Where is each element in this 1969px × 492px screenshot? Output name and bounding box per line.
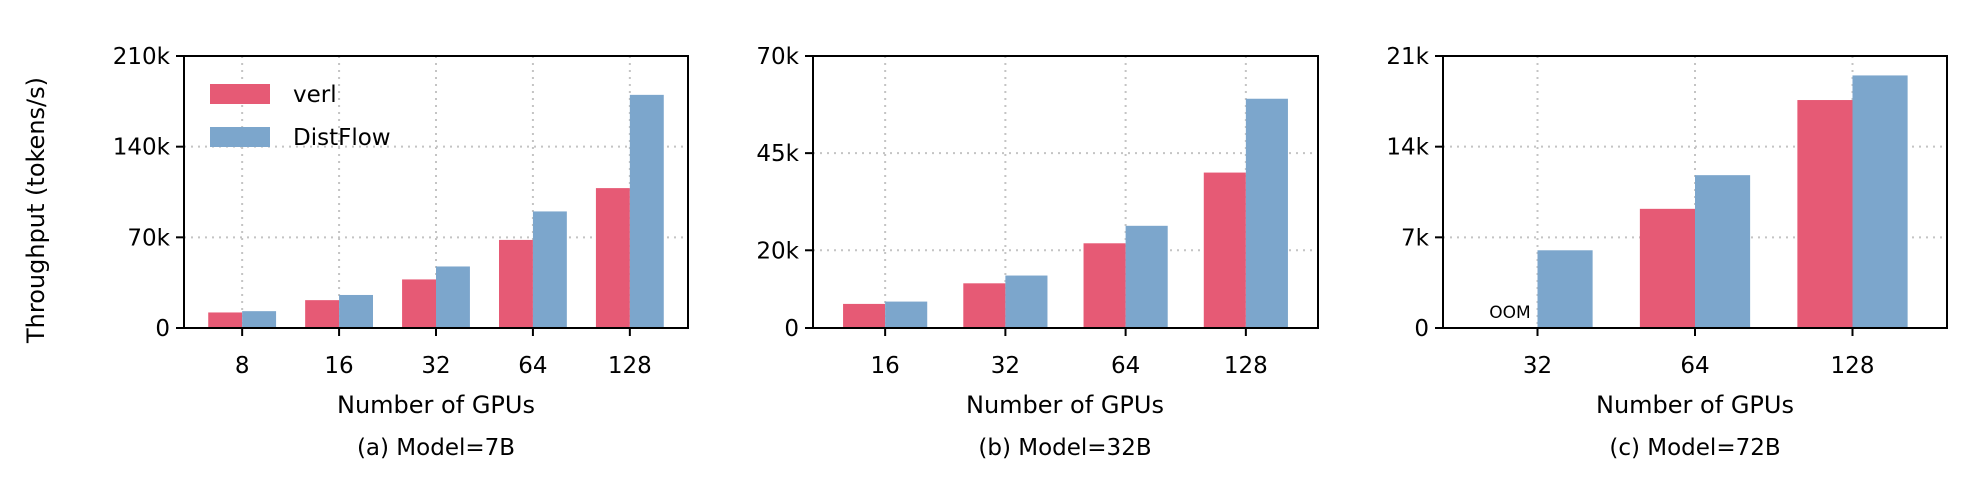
panel-72b-bar-verl-64 [1639, 208, 1695, 328]
panel-72b-ytick-label-3: 21k [1386, 44, 1429, 70]
panel-7b-bar-distflow-16 [339, 294, 373, 328]
panel-32b-ytick-label-0: 0 [784, 316, 799, 342]
legend-swatch-verl [210, 84, 270, 104]
panel-7b-bar-verl-128 [595, 188, 630, 328]
panel-7b-bar-verl-64 [499, 239, 533, 328]
panel-32b-bar-verl-32 [963, 283, 1006, 328]
panel-7b-ytick-label-0: 0 [155, 316, 170, 342]
panel-32b-bar-distflow-64 [1125, 225, 1168, 328]
panel-32b-bar-verl-16 [843, 303, 886, 328]
panel-72b-caption: (c) Model=72B [1609, 435, 1780, 461]
panel-72b-ytick-label-1: 7k [1401, 225, 1430, 251]
panel-32b-xtick-label-16: 16 [871, 353, 900, 379]
panel-7b-xtick-label-16: 16 [324, 353, 353, 379]
legend-label-distflow: DistFlow [293, 125, 391, 151]
panel-7b-ytick-label-3: 210k [113, 44, 171, 70]
panel-7b-bar-distflow-32 [436, 266, 470, 328]
panel-72b-xtick-label-128: 128 [1831, 353, 1875, 379]
panel-7b-xtick-label-8: 8 [235, 353, 250, 379]
panel-72b-xlabel: Number of GPUs [1596, 391, 1794, 419]
panel-7b-bar-verl-8 [208, 312, 243, 328]
panel-72b-ytick-label-2: 14k [1386, 135, 1429, 161]
panel-7b: Number of GPUs (a) Model=7B 0 70k 140k 210k… [113, 44, 689, 461]
panel-32b-bar-distflow-128 [1245, 98, 1288, 328]
panel-72b-bar-distflow-128 [1852, 75, 1908, 328]
panel-7b-bar-distflow-64 [532, 211, 567, 328]
panel-32b-bar-verl-128 [1203, 172, 1246, 328]
panel-7b-xtick-label-32: 32 [421, 353, 450, 379]
panel-72b-bar-distflow-32 [1537, 250, 1593, 328]
panel-32b: Number of GPUs (b) Model=32B 0 20k 45k 70k 1… [756, 44, 1319, 461]
legend-label-verl: verl [293, 82, 337, 108]
legend-swatch-distflow [210, 127, 270, 147]
panel-7b-xtick-label-128: 128 [608, 353, 652, 379]
panel-32b-xtick-label-64: 64 [1111, 353, 1140, 379]
panel-32b-axes-frame [812, 55, 1319, 329]
panel-72b-xtick-label-32: 32 [1523, 353, 1552, 379]
panel-32b-bar-verl-64 [1083, 243, 1126, 328]
panel-32b-xtick-label-32: 32 [991, 353, 1020, 379]
panel-7b-ytick-label-1: 70k [127, 225, 170, 251]
panel-72b-ytick-label-0: 0 [1414, 316, 1429, 342]
panel-7b-bar-verl-16 [305, 300, 340, 328]
panel-72b-bar-verl-128 [1797, 100, 1853, 329]
panel-7b-xtick-label-64: 64 [518, 353, 547, 379]
y-axis-title: Throughput (tokens/s) [22, 77, 50, 344]
panel-7b-bar-distflow-128 [629, 94, 664, 328]
panel-32b-ytick-label-3: 70k [756, 44, 799, 70]
panel-32b-xlabel: Number of GPUs [966, 391, 1164, 419]
panel-32b-ytick-label-1: 20k [756, 238, 799, 264]
panel-7b-bar-distflow-8 [242, 311, 277, 328]
panel-7b-bar-verl-32 [402, 279, 436, 328]
panel-7b-caption: (a) Model=7B [357, 435, 515, 461]
panel-32b-bar-distflow-32 [1005, 275, 1048, 328]
panel-72b-bar-distflow-64 [1695, 175, 1751, 328]
panel-32b-ytick-label-2: 45k [756, 141, 799, 167]
panel-72b-xtick-label-64: 64 [1680, 353, 1709, 379]
panel-7b-xlabel: Number of GPUs [337, 391, 535, 419]
panel-32b-xtick-label-128: 128 [1224, 353, 1268, 379]
panel-32b-caption: (b) Model=32B [978, 435, 1151, 461]
panel-72b: Number of GPUs (c) Model=72B 0 7k 14k 21k 32… [1386, 44, 1948, 461]
panel-32b-bar-distflow-16 [885, 301, 928, 328]
panel-72b-annotation-oom: OOM [1489, 303, 1530, 323]
legend: verl DistFlow [210, 82, 391, 151]
panel-7b-ytick-label-2: 140k [113, 135, 171, 161]
